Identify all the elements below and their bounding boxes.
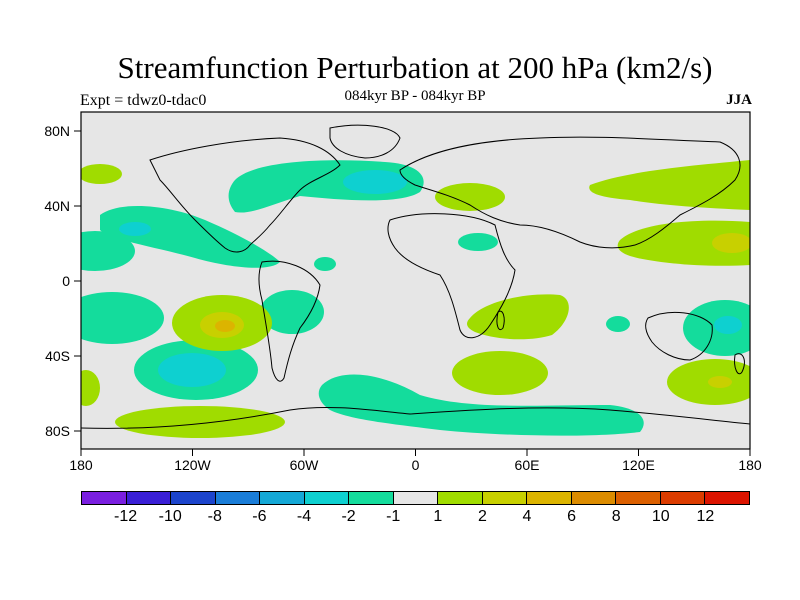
- colorbar-labels: -12 -10 -8 -6 -4 -2 -1 1 2 4 6 8 10 12: [81, 508, 750, 528]
- colorbar-label: 10: [651, 508, 670, 525]
- coastline-south-america: [258, 260, 321, 382]
- colorbar-label: -4: [296, 508, 312, 525]
- colorbar-label: -10: [158, 508, 182, 525]
- coastline-australia: [645, 311, 713, 361]
- x-tick-label: 120E: [622, 457, 655, 473]
- colorbar-label: 4: [522, 508, 532, 525]
- contour-region: [81, 231, 135, 271]
- y-tick-label: 80N: [44, 123, 70, 139]
- x-axis: [80, 449, 751, 456]
- contour-region: [452, 351, 548, 395]
- x-tick-label: 120W: [174, 457, 211, 473]
- contour-region: [708, 376, 732, 388]
- contour-region: [712, 233, 750, 253]
- contour-field: [81, 112, 750, 449]
- coastline-greenland: [329, 124, 401, 159]
- contour-region: [458, 233, 498, 251]
- coastline-north-america: [149, 137, 341, 253]
- y-tick-label: 80S: [45, 423, 70, 439]
- colorbar-swatch: [571, 492, 617, 504]
- colorbar-label: -8: [207, 508, 222, 525]
- contour-region: [158, 353, 226, 387]
- colorbar-label: 1: [433, 508, 443, 525]
- contour-region: [343, 170, 407, 194]
- x-tick-label: 60E: [515, 457, 540, 473]
- coastline-africa: [387, 213, 516, 339]
- colorbar-swatch: [82, 492, 127, 504]
- x-tick-label: 60W: [290, 457, 320, 473]
- colorbar: [81, 491, 750, 505]
- colorbar-swatch: [616, 492, 661, 504]
- y-axis: [74, 130, 81, 432]
- contour-region: [81, 292, 164, 344]
- coastline-antarctica: [81, 406, 750, 429]
- contour-region: [589, 160, 750, 210]
- period-subtitle: 084kyr BP - 084kyr BP: [344, 88, 486, 104]
- contour-region: [81, 370, 100, 406]
- colorbar-label: -1: [386, 508, 401, 525]
- season-label: JJA: [726, 92, 752, 108]
- x-tick-label: 180: [738, 457, 762, 473]
- colorbar-label: -2: [341, 508, 356, 525]
- contour-region: [714, 316, 742, 334]
- contour-region: [617, 220, 750, 266]
- colorbar-swatch: [438, 492, 483, 504]
- coastline-new-zealand: [734, 353, 745, 375]
- contour-region: [115, 406, 285, 438]
- coastline-eurasia: [399, 136, 741, 249]
- contour-region: [314, 257, 336, 271]
- x-tick-label: 0: [412, 457, 420, 473]
- colorbar-label: 2: [477, 508, 487, 525]
- colorbar-label: 8: [611, 508, 621, 525]
- colorbar-swatch: [215, 492, 261, 504]
- contour-region: [119, 222, 151, 236]
- colorbar-swatch: [705, 492, 749, 504]
- experiment-label: Expt = tdwz0-tdac0: [80, 92, 207, 109]
- coastline-madagascar: [496, 310, 505, 331]
- colorbar-swatch: [126, 492, 172, 504]
- colorbar-swatch: [260, 492, 305, 504]
- colorbar-label: -6: [252, 508, 267, 525]
- colorbar-swatch: [349, 492, 394, 504]
- contour-region: [260, 290, 324, 334]
- y-tick-label: 40S: [45, 348, 70, 364]
- contour-region: [318, 374, 644, 436]
- x-tick-label: 180: [69, 457, 93, 473]
- colorbar-swatch: [660, 492, 706, 504]
- colorbar-label: 12: [696, 508, 715, 525]
- coastlines: [81, 124, 750, 429]
- contour-region: [467, 294, 569, 340]
- colorbar-label: 6: [567, 508, 577, 525]
- colorbar-label: -12: [114, 508, 138, 525]
- contour-region: [81, 164, 122, 184]
- colorbar-swatch: [527, 492, 572, 504]
- plot-title: Streamfunction Perturbation at 200 hPa (…: [117, 50, 713, 85]
- colorbar-swatch: [171, 492, 216, 504]
- y-tick-label: 0: [62, 273, 70, 289]
- contour-region: [606, 316, 630, 332]
- colorbar-swatch: [304, 492, 350, 504]
- y-tick-label: 40N: [44, 198, 70, 214]
- colorbar-swatch: [482, 492, 528, 504]
- contour-region: [215, 320, 235, 332]
- contour-region: [435, 183, 505, 211]
- colorbar-swatch: [393, 492, 439, 504]
